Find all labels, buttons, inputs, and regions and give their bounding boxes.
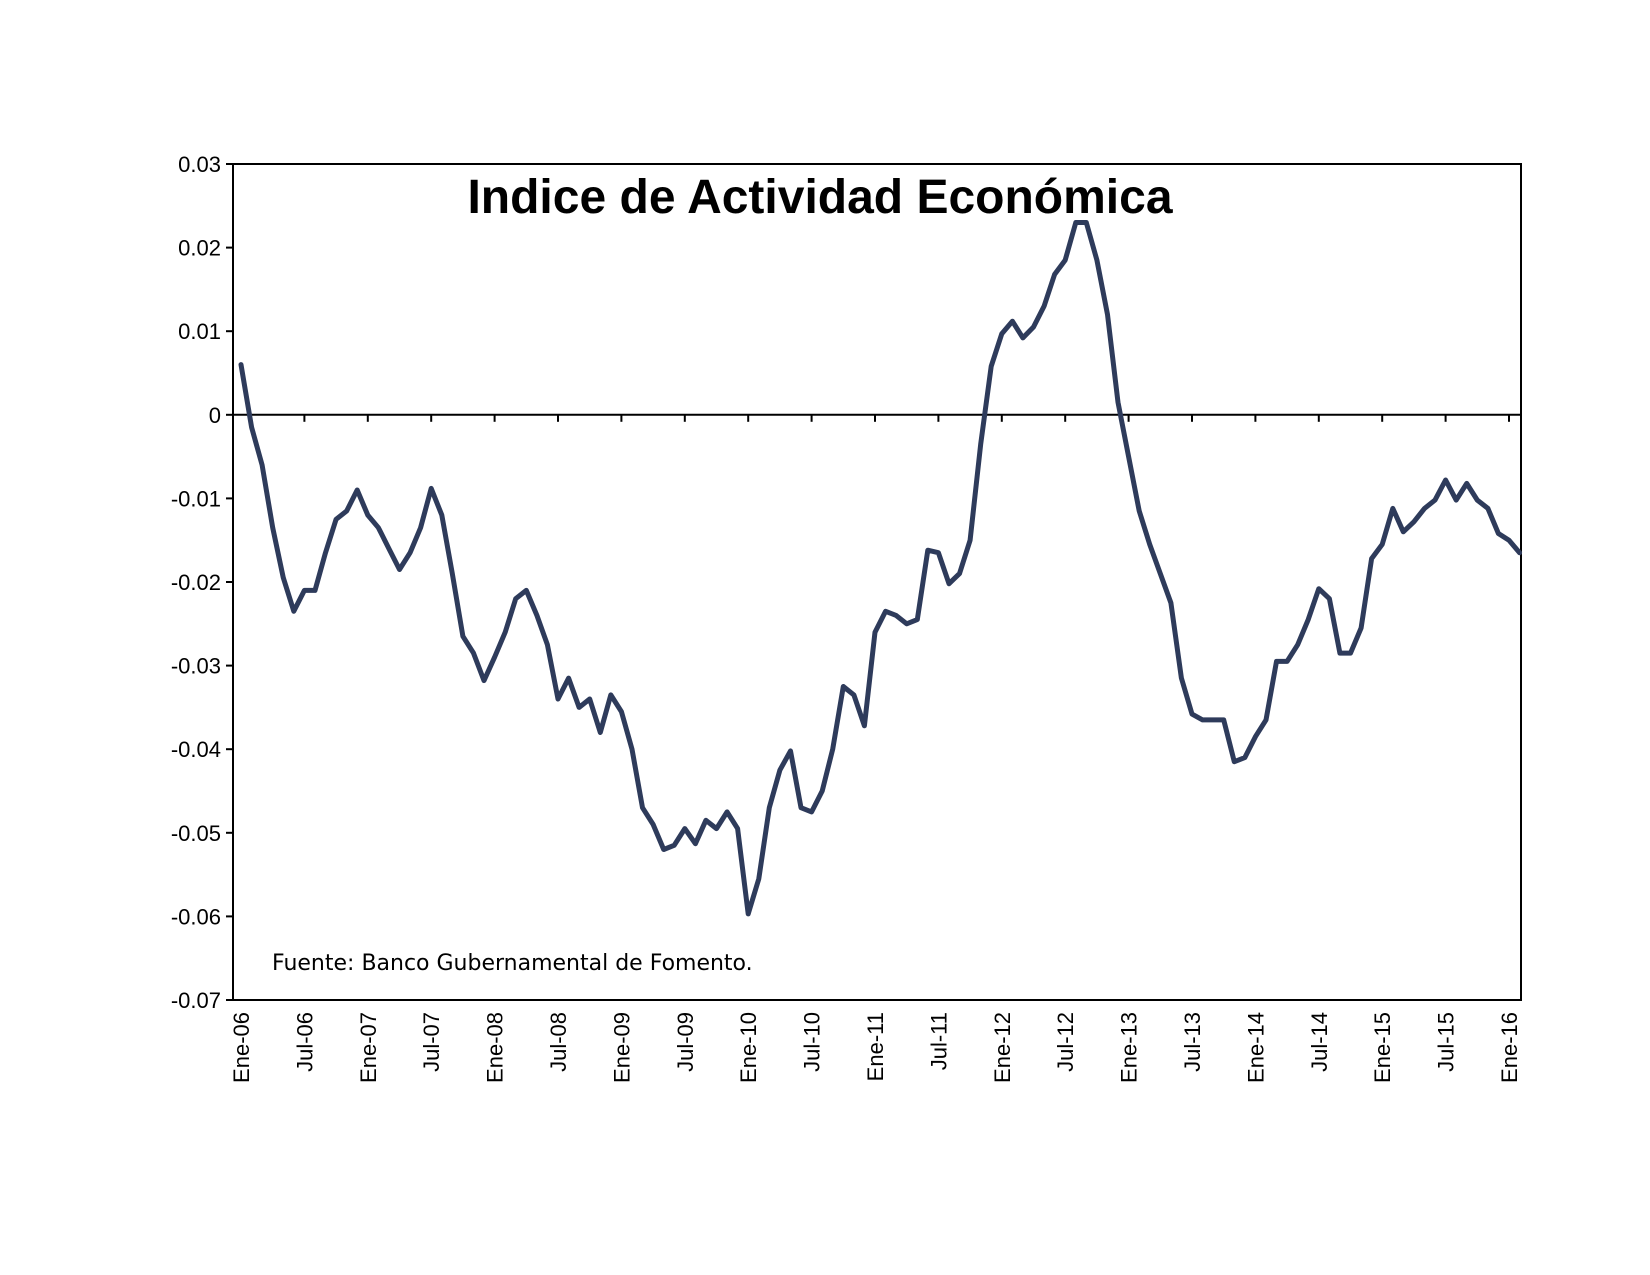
plot-frame [232, 163, 1522, 1001]
x-axis: Ene-06 Jul-06 Ene-07 Jul-07 Ene-08 Jul-08 Ene-… [229, 414, 1522, 1083]
source-annotation: Fuente: Banco Gubernamental de Fomento. [272, 951, 753, 976]
x-tick-label: Jul-11 [926, 1012, 951, 1070]
y-tick-label: 0 [209, 403, 221, 428]
x-tick-label: Jul-12 [1053, 1012, 1078, 1072]
x-tick-label: Ene-13 [1117, 1012, 1142, 1083]
x-tick-label: Ene-09 [609, 1012, 634, 1083]
x-tick-label: Jul-06 [292, 1012, 317, 1072]
x-tick-label: Jul-14 [1307, 1012, 1332, 1072]
y-tick-label: 0.01 [178, 319, 221, 344]
x-tick-label: Jul-08 [546, 1012, 571, 1072]
x-tick-label: Ene-12 [990, 1012, 1015, 1083]
x-tick-label: Jul-15 [1434, 1012, 1459, 1072]
x-tick-label: Jul-07 [419, 1012, 444, 1072]
x-tick-label: Ene-11 [863, 1012, 888, 1081]
x-tick-label: Jul-09 [673, 1012, 698, 1072]
y-tick-label: -0.01 [171, 486, 221, 511]
x-tick-label: Ene-10 [736, 1012, 761, 1083]
x-tick-label: Ene-08 [483, 1012, 508, 1083]
x-tick-label: Ene-16 [1497, 1012, 1522, 1083]
y-tick-label: -0.03 [171, 654, 221, 679]
y-tick-label: 0.03 [178, 152, 221, 177]
series-line [238, 220, 1523, 917]
x-tick-label: Jul-10 [800, 1012, 825, 1072]
x-tick-label: Ene-15 [1370, 1012, 1395, 1083]
y-tick-label: -0.07 [171, 988, 221, 1013]
x-tick-label: Ene-06 [229, 1012, 254, 1083]
x-tick-label: Jul-13 [1180, 1012, 1205, 1072]
x-tick-label: Ene-07 [356, 1012, 381, 1083]
y-tick-label: -0.02 [171, 570, 221, 595]
y-tick-label: -0.04 [171, 737, 221, 762]
x-tick-label: Ene-14 [1243, 1012, 1268, 1083]
chart-title: Indice de Actividad Económica [467, 171, 1172, 224]
y-tick-label: 0.02 [178, 236, 221, 261]
y-tick-label: -0.06 [171, 904, 221, 929]
y-axis: 0.03 0.02 0.01 0 -0.01 -0.02 -0.03 -0.04 -0.05 -0… [171, 152, 233, 1013]
y-tick-label: -0.05 [171, 821, 221, 846]
